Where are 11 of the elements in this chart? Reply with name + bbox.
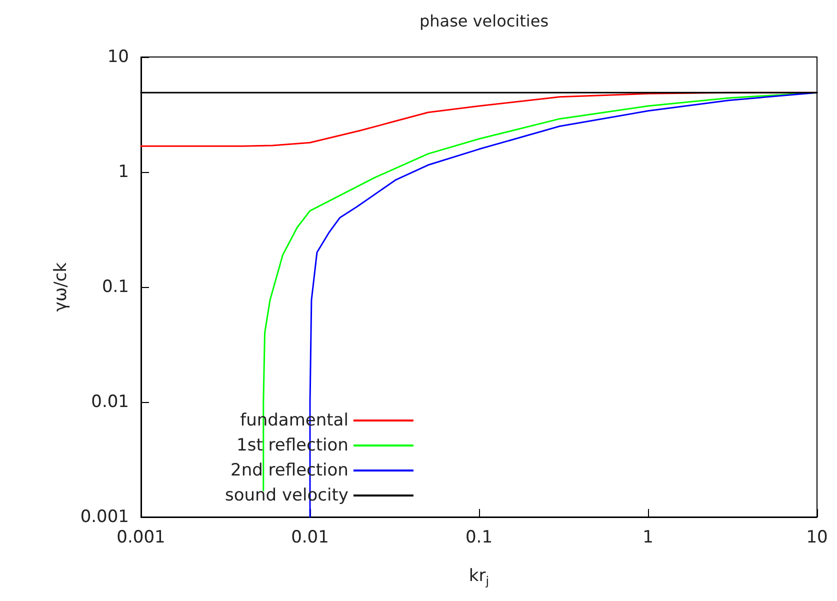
y-tick-label: 10: [107, 47, 129, 67]
chart-title: phase velocities: [419, 12, 549, 30]
y-tick-label: 0.1: [102, 277, 129, 297]
x-tick-label: 10: [806, 528, 828, 548]
y-tick-label: 0.001: [80, 507, 129, 527]
y-axis-title: γω/ck: [50, 262, 71, 312]
x-tick-label: 0.1: [465, 528, 493, 548]
y-tick-label: 1: [118, 162, 129, 182]
x-tick-label: 1: [642, 528, 654, 548]
x-tick-label: 0.01: [291, 528, 329, 548]
y-tick-label: 0.01: [91, 392, 129, 412]
